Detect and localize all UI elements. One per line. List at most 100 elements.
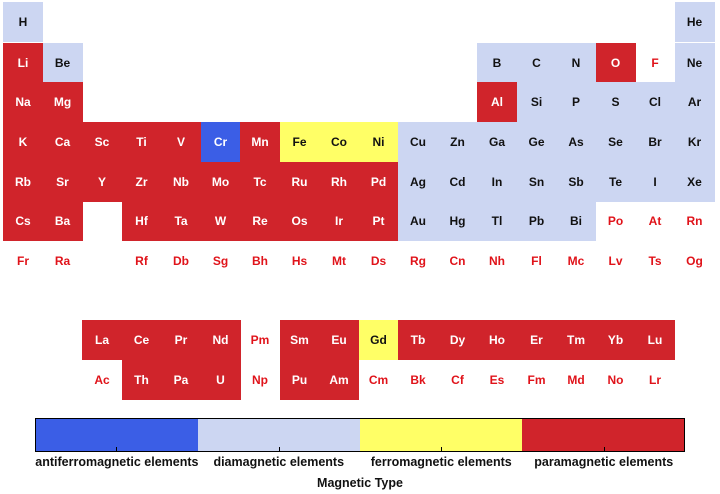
legend-labels: antiferromagnetic elements diamagnetic el… (35, 455, 685, 471)
element-cell-np: Np (252, 373, 268, 387)
element-cell-am: Am (319, 360, 359, 400)
legend-swatch-ferro (360, 419, 522, 451)
element-cell-mc: Mc (567, 254, 585, 268)
element-cell-lv: Lv (608, 254, 623, 268)
element-cell-fr: Fr (17, 254, 29, 268)
element-cell-es: Es (489, 373, 505, 387)
element-cell-sn: Sn (516, 162, 557, 202)
element-cell-ni: Ni (358, 122, 399, 162)
element-cell-v: V (161, 122, 201, 162)
element-cell-ta: Ta (161, 201, 201, 241)
legend-tick (441, 447, 443, 452)
element-cell-co: Co (319, 122, 359, 162)
element-cell-mo: Mo (200, 162, 241, 202)
element-cell-in: In (477, 162, 517, 202)
element-cell-as: As (556, 122, 596, 162)
element-cell-be: Be (42, 43, 83, 83)
element-cell-ag: Ag (398, 162, 438, 202)
element-cell-bk: Bk (410, 373, 426, 387)
element-cell-rb: Rb (3, 162, 43, 202)
element-cell-tm: Tm (556, 320, 596, 360)
element-cell-ru: Ru (279, 162, 320, 202)
element-cell-mg: Mg (42, 82, 83, 122)
element-cell-ca: Ca (42, 122, 83, 162)
element-cell-fe: Fe (279, 122, 320, 162)
element-cell-cl: Cl (635, 82, 675, 122)
element-cell-sb: Sb (556, 162, 596, 202)
element-cell-ds: Ds (370, 254, 387, 268)
element-cell-nh: Nh (489, 254, 505, 268)
element-cell-w: W (200, 201, 241, 241)
element-cell-rh: Rh (319, 162, 359, 202)
element-cell-no: No (607, 373, 624, 387)
element-cell-na: Na (3, 82, 43, 122)
element-cell-gd: Gd (358, 320, 399, 360)
element-cell-ne: Ne (674, 43, 715, 83)
element-cell-ac: Ac (94, 373, 110, 387)
element-cell-rg: Rg (410, 254, 426, 268)
legend-tick (278, 447, 280, 452)
legend-swatch-dia (198, 419, 360, 451)
element-cell-lu: Lu (635, 320, 675, 360)
element-cell-cf: Cf (451, 373, 464, 387)
element-cell-pt: Pt (358, 201, 399, 241)
element-cell-bh: Bh (252, 254, 268, 268)
element-cell-br: Br (635, 122, 675, 162)
element-cell-db: Db (173, 254, 189, 268)
element-cell-hg: Hg (437, 201, 478, 241)
element-cell-ar: Ar (674, 82, 715, 122)
legend-swatch-para (522, 419, 684, 451)
element-cell-k: K (3, 122, 43, 162)
element-cell-og: Og (686, 254, 703, 268)
element-cell-s: S (595, 82, 636, 122)
element-cell-ho: Ho (477, 320, 517, 360)
element-cell-tc: Tc (240, 162, 280, 202)
element-cell-he: He (674, 2, 715, 42)
periodic-table: H He Li Be B C N O F Ne Na Mg Al Si P S Cl Ar K Ca Sc Ti V Cr Mn… (3, 2, 715, 400)
element-cell-y: Y (82, 162, 122, 202)
element-cell-sc: Sc (82, 122, 122, 162)
legend-title: Magnetic Type (317, 476, 403, 490)
element-cell-pd: Pd (358, 162, 399, 202)
legend-color-bar (35, 418, 685, 452)
element-cell-la: La (82, 320, 122, 360)
element-cell-c: C (516, 43, 557, 83)
element-cell-er: Er (516, 320, 557, 360)
legend-label-ferro: ferromagnetic elements (370, 455, 512, 469)
legend-tick (116, 447, 118, 452)
element-cell-se: Se (595, 122, 636, 162)
element-cell-pb: Pb (516, 201, 557, 241)
element-cell-n: N (556, 43, 596, 83)
element-cell-u: U (200, 360, 241, 400)
element-cell-rn: Rn (686, 214, 703, 228)
element-cell-at: At (648, 214, 662, 228)
element-cell-os: Os (279, 201, 320, 241)
element-cell-kr: Kr (674, 122, 715, 162)
element-cell-ga: Ga (477, 122, 517, 162)
element-cell-i: I (635, 162, 675, 202)
element-cell-te: Te (595, 162, 636, 202)
element-cell-bi: Bi (556, 201, 596, 241)
element-cell-ce: Ce (121, 320, 162, 360)
legend-label-para: paramagnetic elements (534, 455, 674, 469)
element-cell-b: B (477, 43, 517, 83)
element-cell-li: Li (3, 43, 43, 83)
element-cell-au: Au (398, 201, 438, 241)
legend-label-dia: diamagnetic elements (213, 455, 345, 469)
element-cell-zn: Zn (437, 122, 478, 162)
element-cell-lr: Lr (649, 373, 661, 387)
legend-swatch-anti (36, 419, 198, 451)
element-cell-hf: Hf (121, 201, 162, 241)
element-cell-tb: Tb (398, 320, 438, 360)
element-cell-yb: Yb (595, 320, 636, 360)
element-cell-rf: Rf (135, 254, 148, 268)
element-cell-nb: Nb (161, 162, 201, 202)
element-cell-f: F (651, 56, 659, 70)
element-cell-al: Al (477, 82, 517, 122)
element-cell-cu: Cu (398, 122, 438, 162)
element-cell-fl: Fl (531, 254, 542, 268)
element-cell-tl: Tl (477, 201, 517, 241)
element-cell-cd: Cd (437, 162, 478, 202)
element-cell-cn: Cn (449, 254, 466, 268)
element-cell-pm: Pm (250, 333, 270, 347)
